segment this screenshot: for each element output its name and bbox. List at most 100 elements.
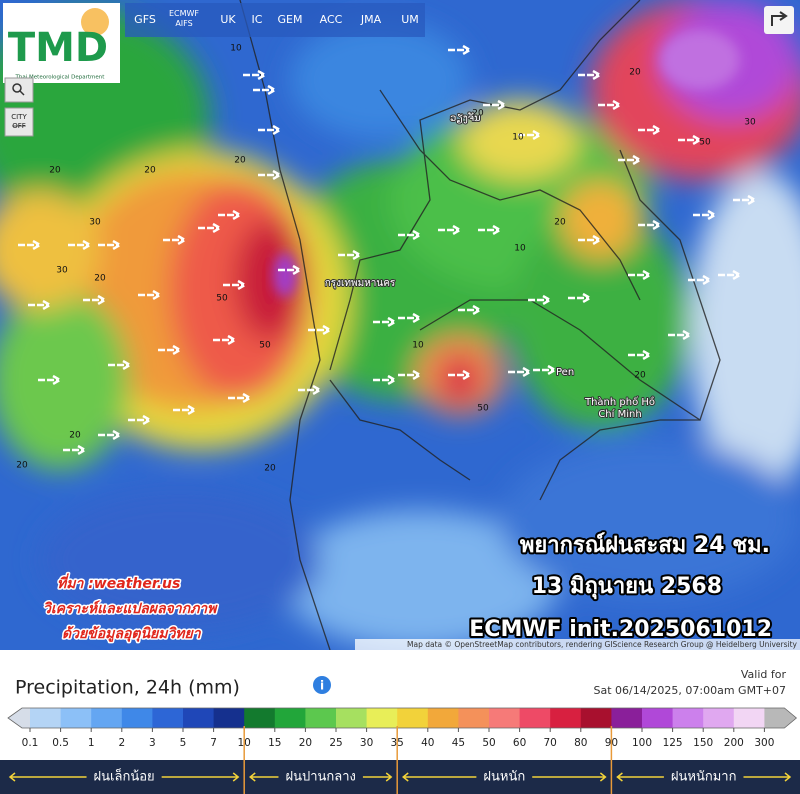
color-swatch <box>764 708 797 728</box>
wind-arrow <box>373 374 398 386</box>
contour-label: 20 <box>234 156 246 166</box>
wind-arrow <box>483 99 508 111</box>
wind-arrow <box>373 316 398 328</box>
contour-label: 20 <box>629 68 641 78</box>
colorbar-tick-label: 60 <box>513 737 526 749</box>
wind-arrow <box>308 324 333 336</box>
class-label: ฝนหนักมาก <box>671 770 737 785</box>
precip-map[interactable]: 10 20 20 30 30 20 20 50 50 20 20 20 20 50 30 20 10 10 20 50… <box>0 0 800 650</box>
overlay-date: 13 มิถุนายน 2568 <box>532 574 722 600</box>
color-swatch <box>611 708 643 728</box>
colorbar-tick-label: 45 <box>452 737 465 749</box>
valid-label: Valid for <box>741 668 787 681</box>
wind-arrow <box>108 359 133 371</box>
color-swatch <box>8 708 30 728</box>
wind-arrow <box>218 209 243 221</box>
colorbar-tick-label: 150 <box>693 737 713 749</box>
wind-arrow <box>528 294 553 306</box>
wind-arrow <box>163 234 188 246</box>
wind-arrow <box>298 384 323 396</box>
contour-label: 10 <box>230 44 242 54</box>
contour-label: 20 <box>49 166 61 176</box>
color-swatch <box>183 708 215 728</box>
wind-arrow <box>253 84 278 96</box>
wind-arrow <box>598 99 623 111</box>
place-label: ວຽງຈັນ <box>450 111 481 124</box>
wind-arrow <box>718 269 743 281</box>
wind-arrow <box>398 229 423 241</box>
colorbar-tick-label: 100 <box>632 737 652 749</box>
class-arrow <box>248 772 393 782</box>
colorbar-outline <box>7 707 798 729</box>
wind-arrow <box>228 392 253 404</box>
wind-arrow <box>63 444 88 456</box>
info-button[interactable] <box>313 676 331 694</box>
attribution: Map data © OpenStreetMap contributors, r… <box>407 640 798 649</box>
wind-arrow <box>243 69 268 81</box>
colorbar-tick-label: 3 <box>149 737 156 749</box>
contour-label: 20 <box>16 461 28 471</box>
model-button-label: UM <box>401 13 419 26</box>
wind-arrow <box>448 44 473 56</box>
colorbar-tick-label: 2 <box>118 737 125 749</box>
source-line: ที่มา :weather.us <box>57 573 180 592</box>
wind-arrow <box>28 299 53 311</box>
wind-arrow <box>668 329 693 341</box>
wind-arrow <box>258 124 283 136</box>
color-swatch <box>121 708 153 728</box>
colorbar-tick-label: 7 <box>210 737 217 749</box>
wind-arrow <box>128 414 153 426</box>
share-button[interactable] <box>764 6 794 34</box>
model-button-label: UK <box>220 13 236 26</box>
contour-label: 50 <box>259 341 271 351</box>
color-swatch <box>274 708 306 728</box>
contour-label: 30 <box>744 118 756 128</box>
source-line: ด้วยข้อมูลอุตุนิยมวิทยา <box>62 626 202 642</box>
class-arrow <box>8 772 240 782</box>
wind-arrow <box>688 274 713 286</box>
color-swatch <box>213 708 245 728</box>
model-button-label: GEM <box>278 13 303 26</box>
wind-arrow <box>628 349 653 361</box>
logo-subtitle: Thai Meteorological Department <box>15 75 106 81</box>
class-label: ฝนหนัก <box>483 770 525 785</box>
wind-arrow <box>258 169 283 181</box>
overlay-title: พยากรณ์ฝนสะสม 24 ชม. <box>520 532 770 558</box>
precip-peak <box>273 253 297 297</box>
wind-arrow <box>18 239 43 251</box>
place-label: กรุงเทพมหานคร <box>325 278 396 289</box>
wind-arrow <box>693 209 718 221</box>
wind-arrow <box>568 292 593 304</box>
zoom-button[interactable] <box>4 77 34 103</box>
wind-arrow <box>458 304 483 316</box>
wind-arrow <box>398 369 423 381</box>
colorbar-tick-label: 0.1 <box>22 737 39 749</box>
contour-label: 20 <box>554 218 566 228</box>
city-toggle[interactable] <box>4 107 34 137</box>
model-bar <box>125 3 425 37</box>
contour-label: 10 <box>512 133 524 143</box>
model-button-label: ACC <box>320 13 343 26</box>
contour-label: 10 <box>514 244 526 254</box>
wind-arrow <box>678 134 703 146</box>
contour-label: 30 <box>56 266 68 276</box>
class-label: ฝนเล็กน้อย <box>94 767 155 785</box>
colorbar-tick-label: 80 <box>574 737 587 749</box>
color-swatch <box>672 708 704 728</box>
wind-arrow <box>438 224 463 236</box>
wind-arrow <box>98 239 123 251</box>
class-label: ฝนปานกลาง <box>285 770 355 785</box>
contour-label: 20 <box>69 431 81 441</box>
color-swatch <box>152 708 184 728</box>
color-swatch <box>489 708 521 728</box>
model-button-label: GFS <box>134 13 156 26</box>
contour-label: 50 <box>699 138 711 148</box>
color-swatch <box>427 708 459 728</box>
info-icon: i <box>320 679 324 693</box>
color-swatch <box>703 708 735 728</box>
model-button-label: JMA <box>360 13 382 26</box>
colorbar-tick-label: 5 <box>180 737 187 749</box>
wind-arrow <box>83 294 108 306</box>
colorbar-tick-label: 200 <box>724 737 744 749</box>
